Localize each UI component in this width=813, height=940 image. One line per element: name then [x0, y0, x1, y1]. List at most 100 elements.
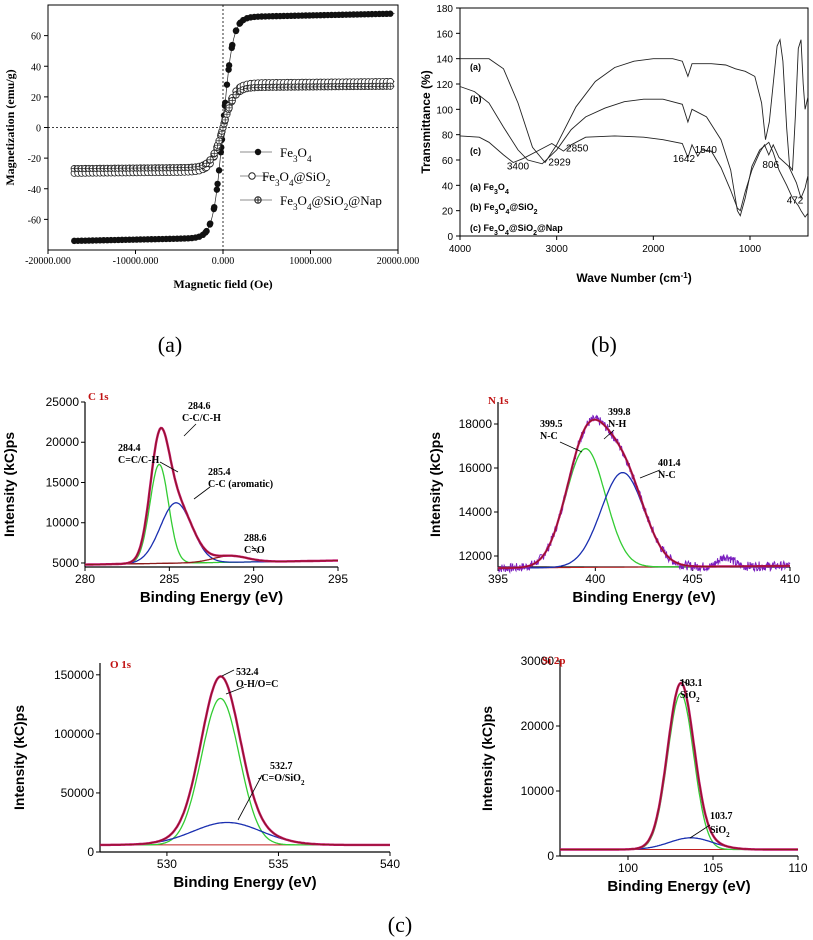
- ftir-legend-base: Fe: [484, 223, 495, 233]
- ftir-ytick-label: 20: [442, 207, 454, 218]
- ftir-xtick-label: 1000: [739, 244, 762, 255]
- vsm-xtick-label: 0.000: [212, 256, 235, 267]
- n1s-ytick-label: 16000: [459, 461, 493, 475]
- n1s-y-axis-label: Intensity (kC)ps: [427, 432, 443, 537]
- ftir-xtick-label: 4000: [449, 244, 472, 255]
- ftir-legend-sub3: 2: [534, 209, 538, 216]
- si2p-peak-label-sub: 2: [726, 831, 730, 839]
- o1s-second-leader: [225, 686, 245, 695]
- vsm-point: [225, 62, 233, 69]
- o1s-peak-label-assign-text: O-H/O=C: [236, 679, 278, 690]
- si2p-fit-line: [560, 682, 798, 850]
- ftir-legend-base: Fe: [484, 182, 495, 192]
- si2p-component-peak: [560, 692, 798, 851]
- n1s-peak-label-assign-text: N-C: [658, 470, 676, 481]
- c1s-peak-label-assign: C=O: [244, 545, 265, 556]
- c1s-ytick-label: 25000: [46, 395, 80, 409]
- n1s-peak-label-value: 399.5: [540, 419, 563, 430]
- vsm-legend-label: Fe3O4@SiO2@Nap: [280, 193, 382, 212]
- o1s-peak-leader: [221, 669, 235, 677]
- vsm-x-axis-label: Magnetic field (Oe): [173, 277, 272, 291]
- vsm-legend-marker: [254, 196, 262, 204]
- vsm-point: [386, 82, 394, 90]
- ftir-legend-base: Fe: [484, 202, 495, 212]
- vsm-legend-label-sub1: 3: [293, 202, 298, 212]
- o1s-xtick-label: 530: [157, 857, 177, 871]
- vsm-legend-label-tail: @SiO: [293, 169, 325, 184]
- ftir-legend-mid: O: [498, 202, 505, 212]
- ftir-legend-label: (a) Fe3O4: [470, 182, 509, 196]
- si2p-ytick-label: 20000: [521, 719, 555, 733]
- ftir-legend-sub3: 2: [533, 230, 537, 237]
- o1s-component-peak: [100, 697, 390, 846]
- o1s-peak-label-value: 532.4: [236, 667, 259, 678]
- c1s-xtick-label: 280: [75, 572, 95, 586]
- ftir-series-line: [459, 135, 809, 212]
- ftir-ytick-label: 40: [442, 181, 454, 192]
- si2p-peak-label-assign-text: SiO: [710, 825, 726, 836]
- n1s-component-peak: [498, 471, 790, 569]
- vsm-legend-label: Fe3O4: [280, 145, 312, 164]
- o1s-x-axis-label: Binding Energy (eV): [173, 874, 316, 891]
- vsm-legend-label-base: Fe: [280, 145, 293, 160]
- ftir-curve-label: (c): [470, 146, 481, 156]
- si2p-ytick-label: 30000: [521, 654, 555, 668]
- o1s-ytick-label: 100000: [54, 727, 94, 741]
- ftir-legend-label: (c) Fe3O4@SiO2@Nap: [470, 223, 563, 237]
- si2p-xtick-label: 100: [618, 861, 638, 875]
- vsm-ytick-label: 0: [36, 124, 41, 135]
- ftir-series-line: [460, 38, 809, 172]
- o1s-chart: 0 50000 100000 150000 530 535 540 Binding Energ…: [11, 659, 400, 891]
- c1s-xtick-label: 285: [159, 572, 179, 586]
- si2p-peak-label-assign: SiO2: [710, 825, 730, 839]
- ftir-ytick-label: 0: [447, 232, 453, 243]
- ftir-legend-tail: @SiO: [509, 202, 533, 212]
- o1s-component-peak: [100, 821, 390, 846]
- ftir-ytick-label: 180: [436, 4, 453, 15]
- o1s-peak-label-value: 532.7: [270, 761, 293, 772]
- si2p-y-axis-label: Intensity (kC)ps: [479, 706, 495, 811]
- si2p-peak-label-value: 103.7: [710, 811, 733, 822]
- ftir-peak-annotation: 1642: [673, 154, 696, 165]
- ftir-legend-sub1: 3: [495, 209, 499, 216]
- ftir-peak-annotation: 2850: [566, 144, 589, 155]
- o1s-peak-label-assign: O-H/O=C: [236, 679, 278, 690]
- ftir-legend-tail2: @Nap: [537, 223, 563, 233]
- o1s-fit-line: [100, 675, 390, 846]
- n1s-peak-label-assign: N-C: [658, 470, 676, 481]
- c1s-peak-leader: [193, 486, 211, 500]
- n1s-peak-label-assign-text: N-C: [540, 431, 558, 442]
- vsm-ytick-label: -20: [28, 154, 41, 165]
- vsm-legend-label-base: Fe: [280, 193, 293, 208]
- si2p-xtick-label: 110: [788, 861, 807, 875]
- n1s-peak-label-assign: N-C: [540, 431, 558, 442]
- ftir-legend-sub2: 4: [505, 189, 509, 196]
- vsm-point: [225, 104, 233, 112]
- vsm-legend-label-sub3: 2: [326, 178, 331, 188]
- ftir-ytick-label: 80: [442, 131, 454, 142]
- c1s-top-leader: [183, 423, 197, 437]
- c1s-peak-label-value: 284.4: [118, 443, 141, 454]
- vsm-point: [207, 220, 214, 227]
- c1s-panel-title: C 1s: [88, 391, 109, 403]
- n1s-xtick-label: 405: [683, 572, 703, 586]
- c1s-peak-label-assign: C=C/C-H: [118, 455, 159, 466]
- ftir-legend-mid: O: [498, 182, 505, 192]
- n1s-peak-label-value: 401.4: [658, 458, 681, 469]
- o1s-peak-label-assign: -C=O/SiO2: [258, 773, 305, 787]
- ftir-plot-frame: [459, 7, 809, 237]
- c1s-top-label-assign: C-C/C-H: [182, 413, 221, 424]
- n1s-top-label-value: 399.8: [608, 407, 631, 418]
- vsm-legend-label-sub2: 4: [307, 202, 312, 212]
- ftir-y-axis-label: Transmittance (%): [419, 70, 433, 173]
- c1s-ytick-label: 10000: [46, 516, 80, 530]
- ftir-legend-sub2: 4: [505, 209, 509, 216]
- vsm-point: [214, 180, 221, 188]
- n1s-top-leader: [603, 429, 615, 440]
- c1s-peak-label-value: 285.4: [208, 467, 231, 478]
- c1s-peak-label-assign-text: C=O: [244, 545, 265, 556]
- c1s-xtick-label: 290: [244, 572, 264, 586]
- vsm-ytick-label: 20: [31, 93, 41, 104]
- ftir-legend-tail: @SiO: [509, 223, 533, 233]
- vsm-point: [387, 10, 394, 17]
